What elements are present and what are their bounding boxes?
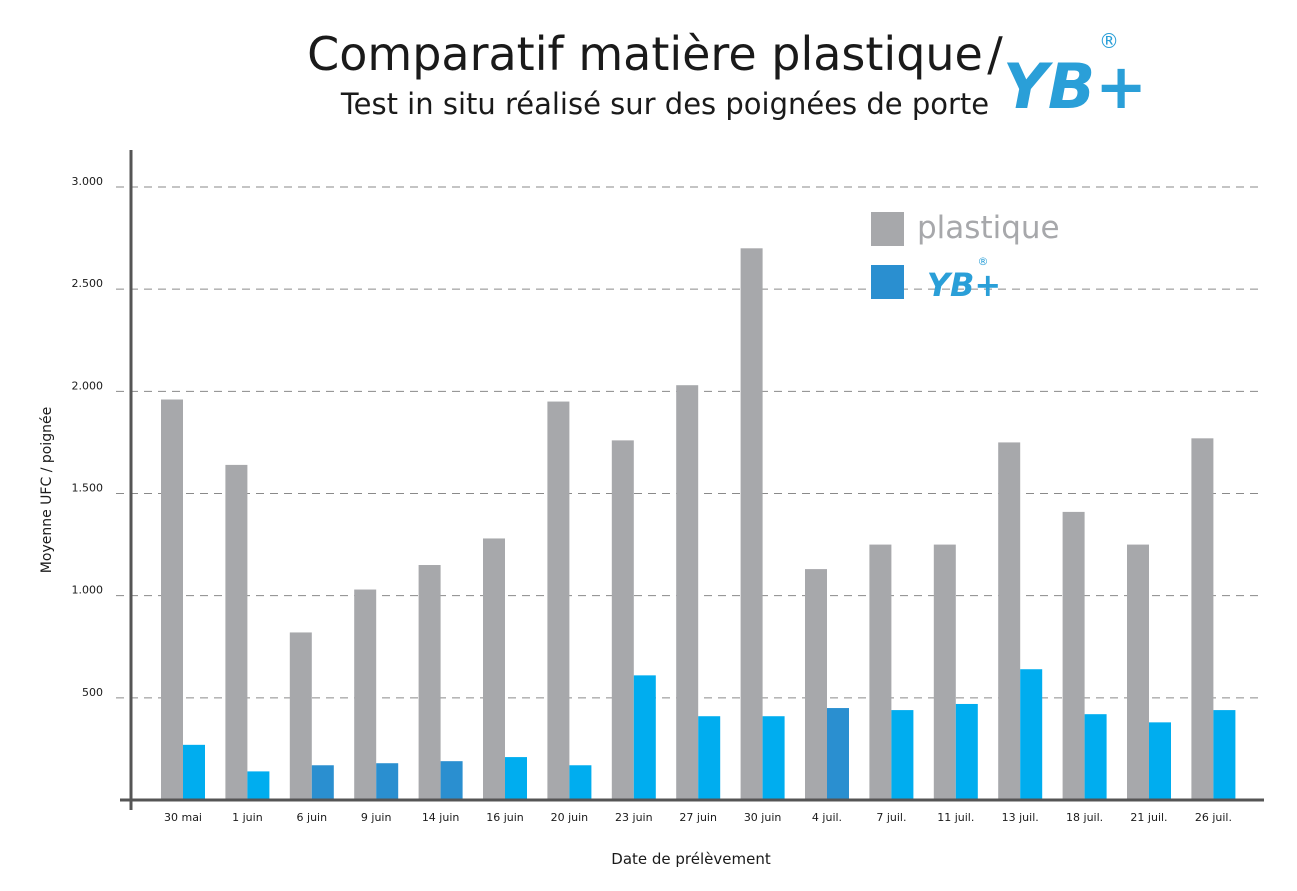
x-tick-labels: 30 mai 1 juin 6 juin 9 juin 14 juin 16 juin 20… [164,811,1232,824]
y-axis-label: Moyenne UFC / poignée [39,407,55,573]
legend-yb-logo: YB+ [927,266,1001,304]
x-tick-label: 23 juin [615,811,653,824]
bar-plastique-10 [805,569,827,800]
logo-registered-mark: ® [1099,29,1119,53]
bar-yb-6 [569,765,592,800]
x-tick-label: 4 juil. [812,811,842,824]
y-tick-label: 2.500 [72,277,104,290]
bar-yb-7 [633,675,656,800]
x-tick-label: 27 juin [679,811,717,824]
bar-yb-9 [762,716,785,800]
y-tick-labels: 500 1.000 1.500 2.000 2.500 3.000 [72,175,104,699]
x-tick-label: 30 mai [164,811,202,824]
bar-plastique-12 [933,544,956,800]
y-tick-label: 500 [82,686,103,699]
x-tick-label: 11 juil. [937,811,974,824]
x-tick-label: 30 juin [744,811,782,824]
y-tick-label: 1.500 [72,482,104,495]
x-tick-label: 20 juin [551,811,589,824]
title-separator: / [987,27,1003,81]
bar-yb-5 [505,757,527,800]
bar-yb-3 [376,763,399,800]
x-tick-label: 13 juil. [1002,811,1039,824]
legend-swatch-plastique [871,212,904,246]
x-tick-label: 1 juin [232,811,263,824]
bar-plastique-0 [161,399,183,800]
bar-plastique-2 [289,632,312,800]
bar-yb-15 [1149,722,1171,800]
x-tick-label: 26 juil. [1195,811,1232,824]
bar-yb-2 [311,765,334,800]
legend-swatch-yb [871,265,904,299]
bars [161,248,1236,801]
x-tick-label: 7 juil. [876,811,906,824]
bar-plastique-14 [1062,511,1085,800]
x-tick-label: 6 juin [297,811,328,824]
bar-yb-4 [440,761,463,800]
bar-plastique-6 [547,401,570,800]
x-tick-label: 9 juin [361,811,392,824]
bar-plastique-13 [998,442,1021,800]
legend: plastique YB+ ® [871,210,1060,304]
chart-title: Comparatif matière plastique [307,27,983,81]
yb-plus-logo: YB+ ® [1003,29,1147,123]
bar-plastique-7 [611,440,634,800]
x-tick-label: 21 juil. [1130,811,1167,824]
logo-text: YB+ [1003,50,1147,123]
x-tick-label: 18 juil. [1066,811,1103,824]
bar-yb-11 [891,710,914,800]
bar-yb-10 [827,708,849,800]
bar-yb-1 [247,771,270,800]
legend-label-plastique: plastique [917,210,1060,246]
bar-yb-8 [698,716,721,800]
legend-yb-registered: ® [978,255,989,268]
bar-plastique-4 [418,565,441,800]
chart-subtitle: Test in situ réalisé sur des poignées de… [340,87,989,121]
x-tick-label: 16 juin [486,811,524,824]
bar-plastique-3 [354,589,377,800]
x-tick-label: 14 juin [422,811,460,824]
bar-plastique-1 [225,464,248,800]
bar-yb-13 [1020,669,1043,800]
bar-plastique-15 [1127,544,1149,800]
bar-plastique-5 [483,538,505,800]
bar-plastique-9 [740,248,763,801]
bar-plastique-16 [1191,438,1214,800]
bar-plastique-8 [676,385,699,800]
bar-plastique-11 [869,544,892,800]
bar-yb-14 [1084,714,1107,800]
y-tick-label: 2.000 [72,379,104,392]
bar-yb-0 [183,744,205,800]
bar-yb-12 [955,703,978,800]
y-tick-label: 1.000 [72,584,104,597]
y-tick-label: 3.000 [72,175,104,188]
x-axis-label: Date de prélèvement [611,850,771,868]
bar-yb-16 [1213,710,1236,800]
